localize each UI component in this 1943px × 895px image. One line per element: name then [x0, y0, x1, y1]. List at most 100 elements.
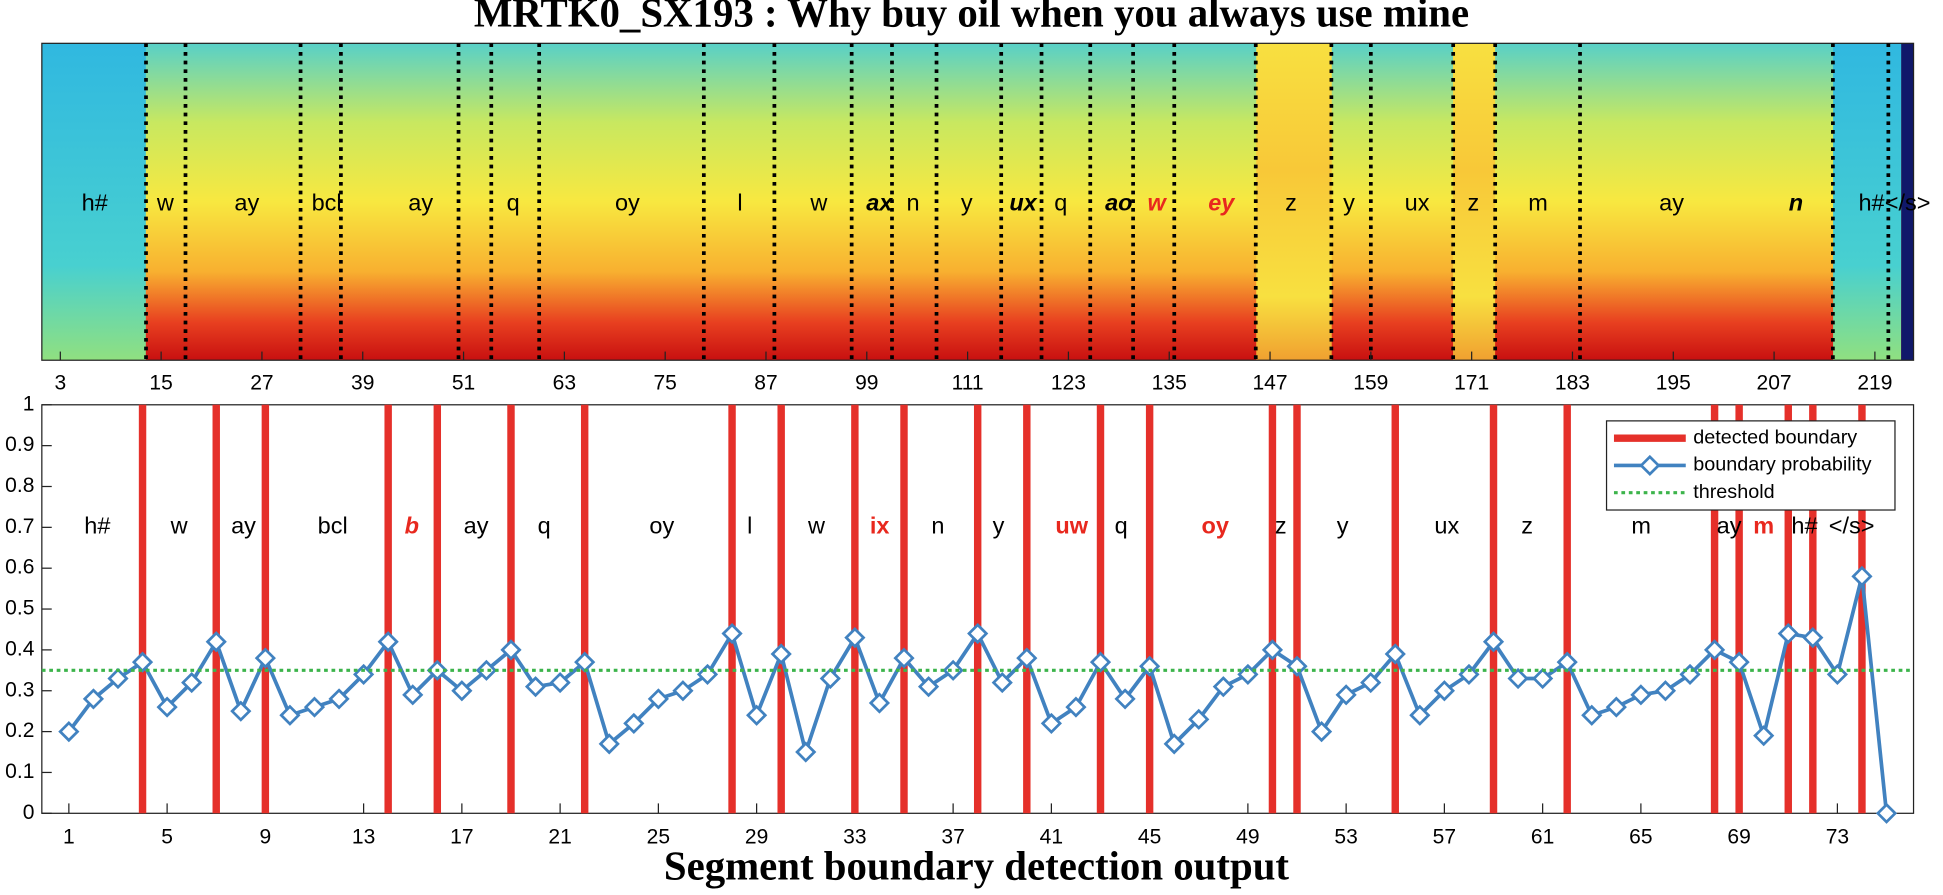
probability-marker — [1630, 684, 1652, 706]
probability-marker — [181, 671, 203, 694]
phone-label: h# — [82, 189, 108, 215]
probability-marker — [1016, 647, 1038, 669]
probability-marker — [721, 622, 743, 645]
phone-label: y — [993, 513, 1005, 539]
probability-marker — [967, 622, 989, 645]
y-tick-label: 0.7 — [5, 515, 34, 538]
x-tick-label: 17 — [450, 826, 473, 849]
x-tick-label: 49 — [1236, 826, 1259, 849]
probability-marker — [844, 627, 866, 649]
probability-marker — [746, 704, 768, 726]
phone-label: m — [1528, 189, 1548, 215]
probability-marker — [1335, 684, 1357, 706]
phone-label: bcl — [312, 189, 342, 215]
phone-label: uw — [1055, 513, 1088, 539]
phone-label: w — [170, 513, 189, 539]
phone-label: ay — [464, 513, 489, 539]
probability-marker — [131, 651, 154, 673]
phone-label: z — [1275, 513, 1287, 539]
probability-marker — [1040, 712, 1062, 735]
legend-label: boundary probability — [1693, 454, 1871, 476]
x-tick-label: 13 — [352, 826, 375, 849]
x-tick-label: 183 — [1555, 371, 1590, 394]
phone-label: oy — [649, 513, 674, 539]
phone-label: z — [1467, 189, 1479, 215]
chart-title: MRTK0_SX193 : Why buy oil when you alway… — [474, 0, 1469, 36]
phone-label: w — [809, 189, 828, 215]
probability-marker — [1777, 622, 1799, 645]
phone-label: w — [807, 513, 826, 539]
probability-marker — [549, 671, 571, 694]
y-tick-label: 0.4 — [5, 637, 35, 660]
probability-marker — [770, 643, 792, 665]
probability-marker — [1753, 725, 1775, 747]
x-axis-title: Segment boundary detection output — [664, 844, 1290, 889]
y-tick-label: 1 — [23, 392, 35, 415]
phone-label: b — [405, 513, 419, 539]
probability-marker — [1851, 565, 1873, 587]
probability-marker — [82, 688, 105, 710]
probability-marker — [893, 647, 915, 669]
probability-marker — [303, 696, 326, 718]
phone-label: m — [1631, 513, 1651, 539]
phone-label: ay — [231, 513, 256, 539]
probability-marker — [328, 688, 350, 710]
probability-marker — [598, 733, 620, 755]
x-tick-label: 3 — [54, 371, 66, 394]
x-tick-label: 159 — [1353, 371, 1388, 394]
phone-label: q — [1054, 189, 1067, 215]
phone-label: n — [931, 513, 944, 539]
x-tick-label: 15 — [149, 371, 172, 394]
phone-label: ux — [1405, 189, 1430, 215]
phone-label: w — [1147, 189, 1167, 215]
x-tick-label: 1 — [63, 826, 75, 849]
probability-marker — [1188, 708, 1210, 730]
probability-marker — [819, 667, 841, 690]
probability-marker — [1728, 651, 1750, 673]
phone-label: bcl — [318, 513, 348, 539]
probability-marker — [1507, 667, 1529, 690]
x-tick-label: 37 — [941, 826, 964, 849]
y-tick-label: 0.1 — [5, 760, 34, 783]
legend-label: detected boundary — [1693, 426, 1857, 448]
x-tick-label: 29 — [745, 826, 768, 849]
x-tick-label: 9 — [260, 826, 272, 849]
x-tick-label: 45 — [1138, 826, 1161, 849]
y-tick-label: 0.5 — [5, 597, 34, 620]
probability-marker — [1605, 696, 1627, 718]
x-tick-label: 41 — [1040, 826, 1063, 849]
x-tick-label: 75 — [653, 371, 676, 394]
phone-label: l — [747, 513, 752, 539]
probability-marker — [1703, 639, 1726, 661]
probability-marker — [58, 721, 80, 743]
probability-marker — [917, 676, 940, 698]
probability-marker — [1114, 688, 1136, 710]
y-tick-label: 0.2 — [5, 719, 34, 742]
x-tick-label: 135 — [1152, 371, 1187, 394]
phone-label: ux — [1434, 513, 1459, 539]
phone-label: y — [961, 189, 973, 215]
phone-label: q — [1115, 513, 1128, 539]
probability-marker — [1163, 733, 1185, 755]
probability-marker — [942, 659, 964, 681]
probability-marker — [623, 712, 645, 735]
phone-label: h# — [84, 513, 110, 539]
probability-marker — [1261, 639, 1284, 661]
y-tick-label: 0 — [23, 801, 35, 824]
phone-label: ay — [1717, 513, 1742, 539]
probability-marker — [377, 631, 399, 653]
phone-label: n — [906, 189, 919, 215]
phone-label: y — [1343, 189, 1355, 215]
probability-marker — [1532, 667, 1554, 690]
probability-marker — [1409, 704, 1431, 726]
probability-marker — [1139, 655, 1161, 677]
probability-marker — [1482, 631, 1505, 653]
phone-label: q — [538, 513, 551, 539]
phone-label: ey — [1208, 189, 1236, 215]
x-tick-label: 25 — [647, 826, 670, 849]
x-tick-label: 61 — [1531, 826, 1554, 849]
y-tick-label: 0.3 — [5, 678, 34, 701]
legend-marker — [1639, 454, 1661, 477]
phone-label: oy — [615, 189, 640, 215]
